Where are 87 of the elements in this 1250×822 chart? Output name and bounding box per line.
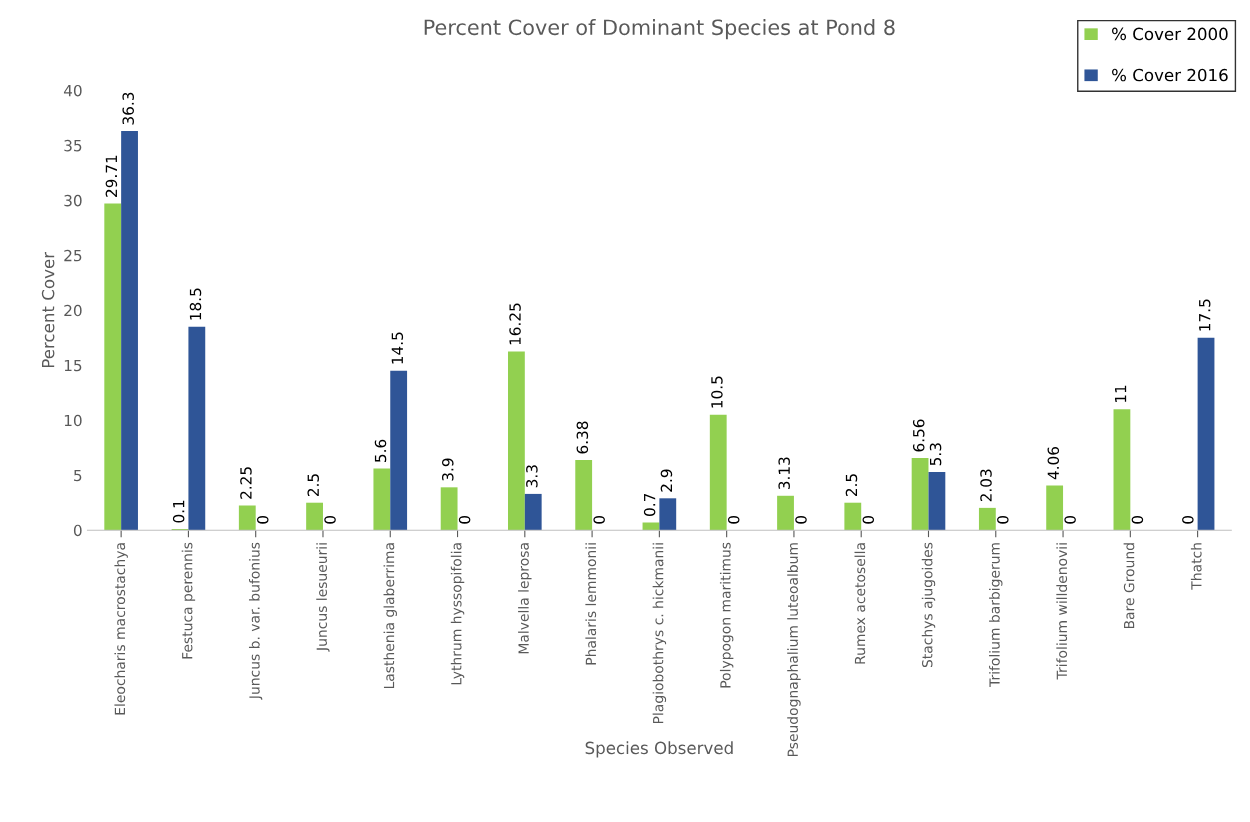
- y-tick-label: 5: [74, 469, 82, 482]
- x-tick-label: Stachys ajugoides: [921, 542, 936, 668]
- data-label: 18.5: [189, 288, 202, 320]
- bar: [524, 493, 542, 531]
- data-label: 0: [256, 515, 269, 524]
- data-label: 2.25: [240, 467, 252, 499]
- data-label: 3.13: [778, 457, 790, 490]
- data-label: 16.25: [509, 303, 521, 345]
- x-axis-title: Species Observed: [585, 741, 733, 758]
- data-label: 29.71: [105, 155, 118, 197]
- bar: [440, 487, 458, 531]
- x-tick-label: Plagiobothrys c. hickmanii: [652, 543, 667, 724]
- bar: [1046, 485, 1064, 531]
- y-tick-label: 15: [64, 359, 82, 372]
- bar: [121, 131, 138, 531]
- y-tick-label: 25: [64, 249, 82, 262]
- bar: [575, 460, 593, 531]
- bar: [306, 502, 323, 531]
- legend-label: % Cover 2000: [1112, 27, 1228, 41]
- bar: [188, 326, 206, 531]
- x-tick-label: Pseudognaphalium luteoalbum: [787, 543, 801, 757]
- x-tick-label: Malvella leprosa: [518, 543, 532, 654]
- data-label: 4.06: [1047, 446, 1060, 480]
- y-tick-label: 35: [64, 139, 82, 152]
- x-tick-label: Festuca perennis: [181, 542, 196, 659]
- data-label: 10.5: [711, 376, 723, 408]
- data-label: 0.1: [172, 500, 185, 523]
- data-label: 0: [727, 515, 740, 524]
- x-tick-label: Lasthenia glaberrima: [383, 543, 397, 689]
- bar: [928, 471, 946, 531]
- bar: [1113, 409, 1131, 531]
- bar: [844, 502, 862, 531]
- data-label: 0: [1182, 515, 1194, 524]
- legend-label: % Cover 2016: [1112, 68, 1228, 82]
- data-label: 2.03: [980, 469, 992, 502]
- bar: [390, 370, 408, 531]
- data-label: 0: [324, 515, 336, 524]
- bar: [1197, 337, 1215, 531]
- data-label: 14.5: [391, 332, 404, 364]
- y-tick-label: 10: [64, 414, 82, 427]
- x-tick-label: Phalaris lemmonii: [585, 543, 597, 665]
- data-label: 3.3: [526, 465, 538, 488]
- data-label: 3.9: [442, 458, 454, 481]
- x-tick-label: Polypogon maritimus: [719, 542, 734, 688]
- data-label: 11: [1115, 385, 1127, 403]
- y-tick-label: 20: [64, 304, 82, 317]
- y-axis-title: Percent Cover: [41, 251, 55, 368]
- data-label: 36.3: [122, 92, 134, 125]
- x-tick-label: Trifolium barbigerum: [989, 543, 1003, 688]
- data-label: 6.56: [912, 419, 925, 452]
- x-tick-label: Trifolium willdenovii: [1056, 543, 1068, 680]
- bar: [978, 507, 996, 531]
- data-label: 17.5: [1199, 299, 1211, 331]
- data-label: 0: [795, 515, 807, 524]
- y-tick-label: 0: [73, 524, 82, 537]
- bar: [911, 458, 929, 531]
- data-label: 0: [458, 515, 471, 524]
- chart-title: Percent Cover of Dominant Species at Pond 8: [424, 19, 895, 40]
- bar: [104, 203, 122, 531]
- data-label: 0.7: [643, 493, 656, 516]
- bar: [238, 505, 256, 531]
- data-label: 0: [862, 515, 875, 524]
- bar: [373, 468, 391, 531]
- x-tick-label: Juncus lesueurii: [316, 543, 330, 652]
- bar: [659, 498, 677, 531]
- data-label: 0: [1064, 515, 1076, 524]
- data-label: 2.9: [660, 469, 673, 492]
- x-tick-label: Lythrum hyssopifolia: [450, 543, 465, 685]
- data-label: 0: [593, 515, 605, 524]
- data-label: 0: [997, 515, 1009, 524]
- x-tick-label: Rumex acetosella: [854, 543, 866, 664]
- bar: [709, 414, 727, 531]
- data-label: 2.5: [845, 474, 858, 497]
- y-tick-label: 40: [63, 84, 82, 97]
- x-tick-label: Bare Ground: [1123, 543, 1135, 629]
- data-label: 5.6: [374, 439, 387, 462]
- data-label: 0: [1131, 515, 1144, 524]
- data-label: 6.38: [576, 421, 589, 454]
- x-tick-label: Eleocharis macrostachya: [114, 543, 128, 715]
- x-tick-label: Juncus b. var. bufonius: [248, 542, 263, 700]
- data-label: 5.3: [929, 443, 942, 466]
- data-label: 2.5: [307, 474, 319, 497]
- bar: [642, 522, 660, 531]
- bar: [508, 351, 525, 531]
- y-tick-label: 30: [64, 194, 82, 207]
- x-tick-label: Thatch: [1190, 543, 1202, 590]
- bar: [777, 495, 794, 531]
